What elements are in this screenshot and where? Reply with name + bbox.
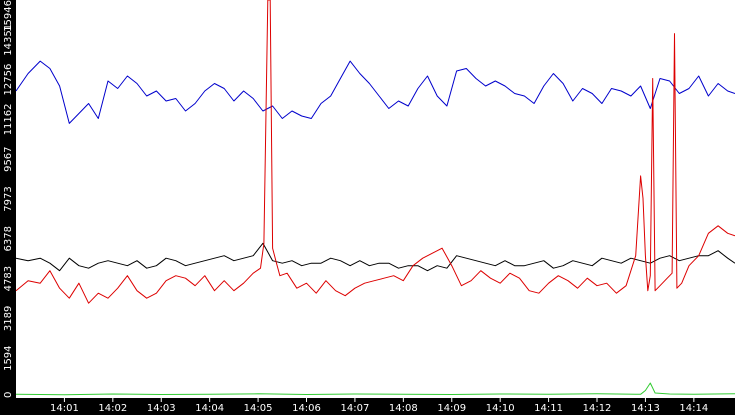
y-tick-label: 4783 <box>3 266 14 291</box>
y-tick-label: 12756 <box>3 64 14 96</box>
y-tick-label: 7973 <box>3 186 14 211</box>
y-tick-label: 0 <box>3 392 14 398</box>
x-tick-label: 14:10 <box>486 403 515 414</box>
x-tick-label: 14:07 <box>341 403 370 414</box>
x-tick-label: 14:12 <box>583 403 612 414</box>
x-tick-label: 14:14 <box>679 403 708 414</box>
series-line-2 <box>15 242 735 272</box>
x-tick-label: 14:02 <box>98 403 127 414</box>
x-tick-label: 14:01 <box>50 403 79 414</box>
y-tick-label: 1594 <box>3 345 14 370</box>
y-tick-label: 6378 <box>3 226 14 251</box>
x-tick-label: 14:09 <box>437 403 466 414</box>
x-tick-label: 14:08 <box>389 403 418 414</box>
bottom-axis-band <box>0 398 735 415</box>
y-tick-label: 9567 <box>3 146 14 171</box>
y-tick-label: 15946 <box>3 0 14 32</box>
x-tick-label: 14:11 <box>534 403 563 414</box>
y-tick-label: 14351 <box>3 24 14 56</box>
y-axis-ticks: 0 1594 3189 4783 6378 7973 9567 11162 12756 14351… <box>3 0 14 398</box>
y-tick-label: 11162 <box>3 103 14 135</box>
x-tick-label: 14:13 <box>631 403 660 414</box>
y-tick-label: 3189 <box>3 306 14 331</box>
series-line-1 <box>15 60 735 124</box>
x-axis-ticks: 14:01 14:02 14:03 14:04 14:05 14:06 14:07 14:08… <box>50 398 708 414</box>
x-tick-label: 14:04 <box>195 403 224 414</box>
x-tick-label: 14:05 <box>244 403 273 414</box>
left-axis-band <box>0 0 16 415</box>
series-line-4 <box>15 382 735 396</box>
plot-area <box>15 0 735 396</box>
x-tick-label: 14:03 <box>147 403 176 414</box>
x-tick-label: 14:06 <box>292 403 321 414</box>
series-line-3 <box>15 0 735 304</box>
